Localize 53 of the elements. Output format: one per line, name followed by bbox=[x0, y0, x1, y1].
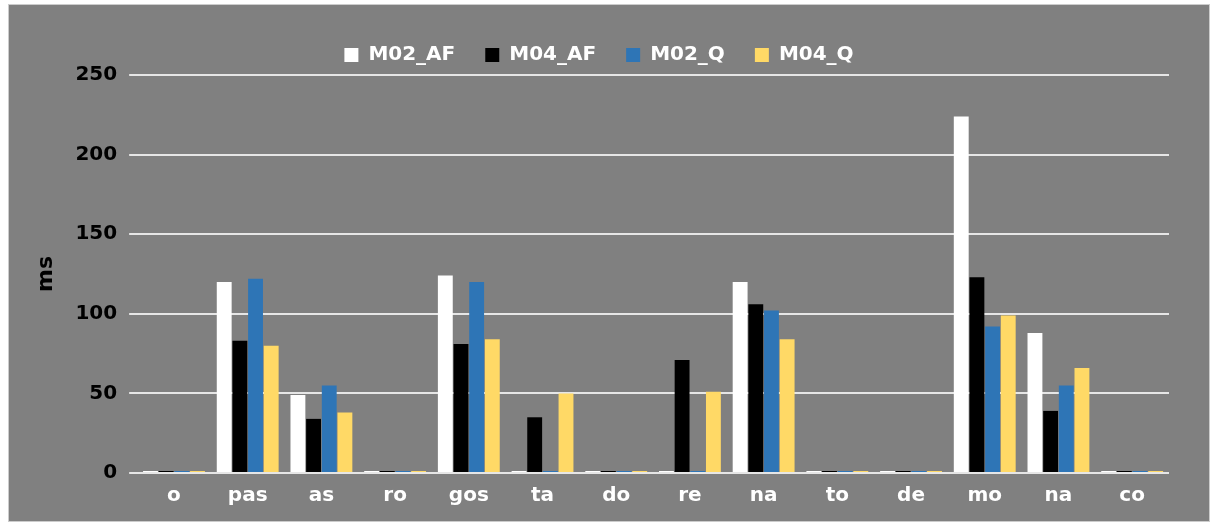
x-tick-label: o bbox=[167, 482, 181, 507]
bar bbox=[290, 394, 306, 472]
bar bbox=[1043, 410, 1059, 472]
bar bbox=[337, 412, 353, 472]
x-tick-label: as bbox=[308, 482, 335, 507]
bar bbox=[321, 385, 337, 472]
bar bbox=[216, 281, 232, 472]
bar bbox=[469, 281, 485, 472]
legend-label: M02_Q bbox=[650, 41, 725, 66]
legend-label: M04_AF bbox=[509, 41, 597, 66]
legend-label: M02_AF bbox=[368, 41, 456, 66]
bar bbox=[1074, 367, 1090, 472]
y-tick-label: 150 bbox=[75, 220, 118, 245]
y-tick-label: 50 bbox=[89, 379, 118, 404]
bar bbox=[484, 339, 500, 472]
x-tick-label: na bbox=[1044, 482, 1073, 507]
bar bbox=[527, 417, 543, 472]
bar bbox=[953, 116, 969, 472]
bar bbox=[1027, 332, 1043, 472]
bar bbox=[1000, 315, 1016, 472]
y-tick-label: 200 bbox=[75, 140, 118, 165]
y-tick-label: 0 bbox=[103, 459, 118, 484]
x-tick-label: gos bbox=[448, 482, 489, 507]
bar bbox=[558, 393, 574, 472]
legend-label: M04_Q bbox=[778, 41, 854, 66]
x-tick-label: co bbox=[1119, 482, 1145, 507]
x-tick-label: ta bbox=[530, 482, 555, 507]
bar bbox=[732, 281, 748, 472]
bar bbox=[248, 278, 263, 472]
bar bbox=[1058, 385, 1074, 472]
x-tick-label: re bbox=[678, 482, 702, 507]
bar bbox=[306, 418, 322, 472]
y-tick-label: 100 bbox=[75, 300, 118, 324]
x-tick-label: ro bbox=[383, 482, 407, 507]
bar bbox=[705, 391, 721, 472]
bar bbox=[779, 339, 795, 472]
bar bbox=[263, 345, 279, 472]
bar bbox=[437, 275, 453, 472]
x-tick-label: do bbox=[602, 482, 631, 507]
y-tick-label: 250 bbox=[75, 61, 118, 86]
bar bbox=[985, 326, 1001, 472]
x-tick-label: de bbox=[897, 482, 925, 507]
bar bbox=[674, 359, 690, 472]
x-tick-label: pas bbox=[227, 482, 268, 507]
bar bbox=[969, 277, 985, 472]
x-tick-label: mo bbox=[967, 482, 1003, 507]
x-tick-label: na bbox=[749, 482, 778, 507]
bar bbox=[764, 310, 779, 472]
bar bbox=[232, 340, 248, 472]
bar bbox=[453, 344, 469, 472]
bar bbox=[748, 304, 764, 472]
x-tick-label: to bbox=[825, 482, 849, 507]
y-axis-title: ms bbox=[31, 255, 57, 293]
